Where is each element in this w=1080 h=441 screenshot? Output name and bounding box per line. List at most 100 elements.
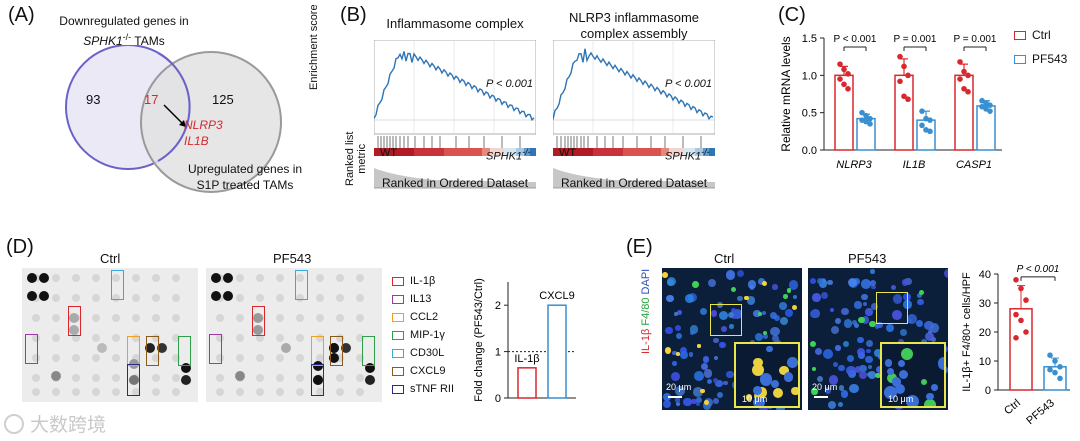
- array-spot: [276, 354, 284, 362]
- rank-color-bar: [504, 148, 516, 156]
- mrna-legend: Ctrl PF543: [1014, 28, 1080, 72]
- nucleus: [707, 279, 717, 288]
- nucleus: [747, 296, 756, 305]
- nucleus: [785, 309, 793, 317]
- nucleus: [695, 396, 703, 404]
- nucleus: [890, 285, 896, 291]
- array-spot: [256, 374, 264, 382]
- venn-top-line1: Downregulated genes in: [59, 14, 189, 28]
- y-axis-label: Fold change (PF543/Ctrl): [473, 278, 485, 402]
- nucleus: [854, 366, 862, 373]
- array-spot: [72, 274, 80, 282]
- array-spot: [356, 334, 364, 342]
- array-spot: [316, 354, 324, 362]
- nucleus: [835, 318, 842, 325]
- nucleus: [929, 323, 940, 333]
- cytokine-legend-swatch: [392, 294, 404, 304]
- data-point: [1052, 358, 1058, 364]
- array-spot: [336, 294, 344, 302]
- rank-color-bar: [444, 148, 482, 156]
- array-spot: [52, 354, 60, 362]
- gsea-title-1: Inflammasome complex: [386, 16, 524, 31]
- nucleus: [811, 293, 821, 302]
- array-spot: [216, 334, 224, 342]
- data-point: [961, 85, 967, 92]
- nucleus: [846, 354, 855, 363]
- nucleus: [680, 351, 688, 360]
- array-spot: [112, 334, 120, 342]
- gsea-wt-2: WT: [559, 147, 577, 159]
- inset-cell: [772, 387, 784, 399]
- array-spot: [132, 334, 140, 342]
- array-spot: [256, 274, 264, 282]
- array-spot: [32, 374, 40, 382]
- array-spot: [276, 274, 284, 282]
- nucleus: [829, 308, 834, 313]
- data-point: [897, 78, 903, 85]
- array-highlight-box: [295, 270, 308, 300]
- gsea-wt-1: WT: [380, 147, 398, 159]
- y-tick-label: 40: [979, 269, 991, 281]
- array-spot: [172, 374, 180, 382]
- nucleus: [703, 369, 713, 378]
- nucleus: [761, 310, 767, 316]
- nucleus: [753, 309, 761, 318]
- p-value-label: P = 0.001: [894, 34, 937, 45]
- array-spot: [256, 388, 264, 396]
- nucleus: [712, 398, 719, 405]
- array-spot: [172, 334, 180, 342]
- data-point: [905, 96, 911, 103]
- panel-b-label: (B): [340, 4, 367, 26]
- inset-scale-label: 10 μm: [888, 394, 914, 404]
- ko-sup: -/-: [122, 32, 132, 42]
- nucleus: [840, 390, 849, 398]
- nucleus: [770, 326, 780, 337]
- nucleus: [866, 371, 873, 378]
- nucleus: [865, 348, 871, 354]
- array-spot: [216, 388, 224, 396]
- nucleus: [688, 352, 694, 357]
- nucleus: [702, 355, 710, 363]
- nucleus: [774, 315, 781, 322]
- array-highlight-box: [362, 336, 375, 366]
- array-highlight-box: [127, 336, 140, 366]
- inset-scale-label: 10 μm: [742, 394, 768, 404]
- inset-cell: [891, 377, 902, 387]
- nucleus: [865, 339, 874, 348]
- data-point: [1057, 364, 1063, 370]
- array-spot: [276, 388, 284, 396]
- nucleus: [778, 301, 787, 310]
- array-highlight-box: [252, 306, 265, 336]
- nucleus: [771, 334, 780, 343]
- array-spot: [152, 334, 160, 342]
- nucleus: [838, 364, 845, 372]
- array-spot-strong: [157, 343, 167, 353]
- inset-cell: [784, 373, 793, 383]
- nucleus: [810, 278, 817, 285]
- watermark: 大数跨境: [4, 410, 106, 437]
- y-tick-label: 0: [985, 385, 991, 397]
- venn-overlap-count: 17: [144, 92, 159, 107]
- zoom-region-box: [876, 292, 908, 324]
- rank-color-bar: [490, 148, 504, 156]
- nucleus: [716, 392, 724, 399]
- nucleus: [886, 324, 894, 333]
- data-point: [837, 61, 843, 67]
- nucleus: [729, 310, 739, 320]
- array-spot: [236, 274, 244, 282]
- array-spot: [276, 314, 284, 322]
- nucleus: [674, 311, 679, 316]
- il1b-cells-chart: 0 10 20 30 40 IL-1β+ F4/80+ cells/HPF Ctrl PF54…: [961, 264, 1070, 427]
- zoom-region-box: [710, 304, 742, 336]
- array-spot-strong: [145, 343, 155, 353]
- nucleus: [788, 280, 798, 290]
- panel-d-label: (D): [6, 236, 34, 258]
- rank-color-bar: [695, 148, 703, 156]
- rank-color-bar: [374, 148, 414, 156]
- nucleus: [824, 387, 832, 395]
- cytokine-legend-swatch: [392, 348, 404, 358]
- nucleus: [924, 320, 934, 331]
- rank-color-bar: [709, 148, 715, 156]
- array-spot: [132, 388, 140, 396]
- gsea-plot-1: Inflammasome complex P < 0.001 WT SPHK1-…: [374, 14, 536, 194]
